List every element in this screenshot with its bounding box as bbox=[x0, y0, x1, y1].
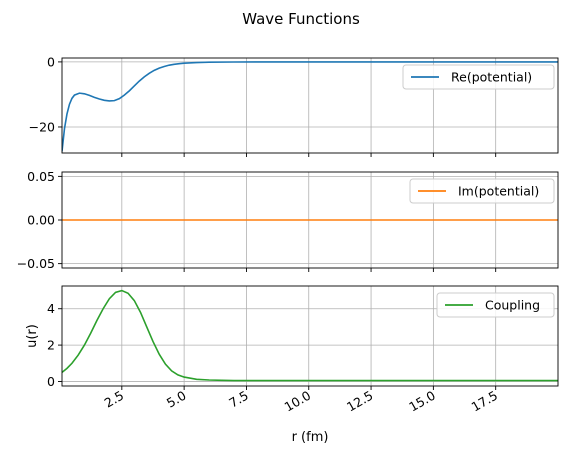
subplot-2: 0.05 0.00 −0.05 Im(potential) bbox=[17, 169, 559, 272]
y-tick-label: 0.05 bbox=[27, 169, 55, 184]
y-tick-label: 0 bbox=[47, 374, 55, 389]
y-tick-label: 0.00 bbox=[27, 213, 55, 228]
legend-box bbox=[402, 64, 555, 90]
plot-frame bbox=[61, 57, 559, 154]
y-tick-label: 0 bbox=[47, 54, 55, 69]
x-tick-label: 7.5 bbox=[226, 388, 251, 411]
subplot-1: 0 −20 Re(potential) bbox=[29, 54, 559, 157]
y-tick-label: 4 bbox=[47, 301, 55, 316]
y-tick-label: −0.05 bbox=[17, 256, 55, 271]
legend-label: Re(potential) bbox=[451, 70, 532, 85]
y-tick-label: 2 bbox=[47, 338, 55, 353]
legend: Re(potential) bbox=[402, 64, 555, 90]
legend-box bbox=[436, 292, 555, 318]
legend-label: Im(potential) bbox=[458, 184, 539, 199]
y-tick-label: −20 bbox=[29, 119, 55, 134]
legend: Coupling bbox=[436, 292, 555, 318]
subplots: 0 −20 Re(potential) 0.05 0.00 −0.05 Im(potenti… bbox=[17, 54, 559, 415]
legend-box bbox=[409, 178, 555, 204]
x-tick-label: 10.0 bbox=[282, 388, 314, 415]
subplot-3: 0 2 4 2.5 5.0 7.5 10.0 12.5 15.0 17.5 u(r) Coupling bbox=[25, 285, 559, 415]
plot-frame bbox=[61, 285, 559, 387]
x-tick-label: 5.0 bbox=[164, 388, 189, 411]
x-tick-label: 2.5 bbox=[102, 388, 127, 411]
legend-label: Coupling bbox=[485, 298, 540, 313]
x-tick-label: 12.5 bbox=[344, 388, 376, 415]
y-axis-title: u(r) bbox=[25, 324, 40, 348]
x-axis-title: r (fm) bbox=[292, 430, 329, 445]
series-line-re-potential bbox=[62, 61, 558, 152]
x-tick-label: 15.0 bbox=[406, 388, 438, 415]
series-line-coupling bbox=[62, 289, 558, 382]
x-tick-label: 17.5 bbox=[469, 388, 501, 415]
chart-title: Wave Functions bbox=[242, 10, 360, 28]
legend: Im(potential) bbox=[409, 178, 555, 204]
